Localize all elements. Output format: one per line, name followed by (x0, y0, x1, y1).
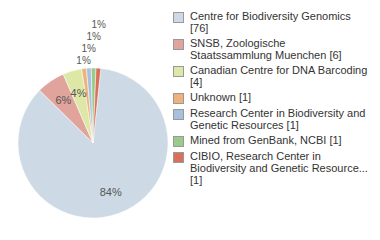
html-text:Centre for Biodiversity Genomi: Centre for Biodiversity Genomics [76] (190, 10, 351, 34)
svg-text:84%: 84% (100, 186, 122, 198)
svg-text:1%: 1% (92, 19, 107, 30)
html-text:Research Center in Biodiversit: Research Center in Biodiversity and Gene… (190, 107, 366, 131)
html-text:SNSB, Zoologische Staatssammlu: SNSB, Zoologische Staatssammlung Muenche… (190, 37, 342, 61)
svg-text:1%: 1% (86, 31, 101, 42)
svg-text:1%: 1% (81, 43, 96, 54)
svg-text:4%: 4% (71, 87, 87, 99)
svg-text:6%: 6% (55, 94, 71, 106)
html-text:Unknown [1]: Unknown [1] (190, 91, 252, 103)
svg-text:1%: 1% (76, 55, 91, 66)
html-text:CIBIO, Research Center in Biod: CIBIO, Research Center in Biodiversity a… (190, 150, 368, 186)
html-text:Canadian Centre for DNA Barcod: Canadian Centre for DNA Barcoding [4] (190, 64, 368, 88)
html-text:Mined from GenBank, NCBI [1]: Mined from GenBank, NCBI [1] (190, 134, 342, 146)
